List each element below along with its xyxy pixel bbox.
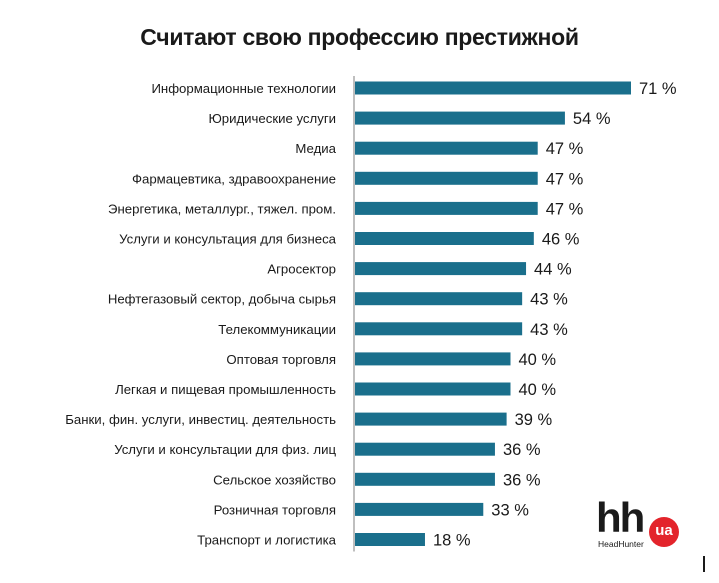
bar [355,352,511,366]
category-label: Банки, фин. услуги, инвестиц. деятельнос… [65,412,336,427]
bar [355,502,484,516]
value-label: 40 % [518,351,556,369]
category-label: Юридические услуги [208,111,336,126]
corner-mark [703,556,705,572]
value-label: 40 % [518,381,556,399]
value-label: 33 % [491,501,529,519]
category-label: Медиа [295,141,336,156]
bar [355,442,495,456]
headhunter-logo: hh ua HeadHunter [596,494,686,550]
bar [355,111,565,125]
bar [355,292,523,306]
category-label: Розничная торговля [214,502,336,517]
logo-main-text: hh [596,494,645,541]
bar [355,322,523,336]
category-label: Услуги и консультации для физ. лиц [114,442,336,457]
value-label: 47 % [546,170,584,188]
category-label: Транспорт и логистика [197,533,337,548]
bar [355,171,538,185]
value-label: 44 % [534,261,572,279]
value-label: 54 % [573,110,611,128]
bar [355,201,538,215]
bar [355,232,534,245]
value-label: 36 % [503,471,541,489]
category-label: Информационные технологии [151,81,336,96]
bar [355,141,538,155]
category-label: Услуги и консультация для бизнеса [119,232,337,247]
category-label: Агросектор [267,262,336,277]
category-label: Легкая и пищевая промышленность [115,382,336,397]
category-label: Энергетика, металлург., тяжел. пром. [108,201,336,216]
category-label: Сельское хозяйство [213,472,336,487]
bar [355,412,507,426]
value-label: 71 % [639,80,677,98]
category-label: Нефтегазовый сектор, добыча сырья [108,292,336,307]
logo-subtext: HeadHunter [598,539,644,549]
bar [355,81,631,95]
bar [355,262,527,276]
value-label: 43 % [530,291,568,309]
value-label: 43 % [530,321,568,339]
bar [355,472,495,486]
logo-badge: ua [649,517,679,547]
value-label: 39 % [515,411,553,429]
bar [355,382,511,396]
bar [355,533,425,546]
chart-title: Считают свою профессию престижной [140,24,579,50]
value-label: 36 % [503,441,541,459]
value-label: 18 % [433,532,471,550]
value-label: 46 % [542,231,580,249]
category-label: Телекоммуникации [218,322,336,337]
value-label: 47 % [546,200,584,218]
category-label: Фармацевтика, здравоохранение [132,171,336,186]
category-label: Оптовая торговля [226,352,336,367]
value-label: 47 % [546,140,584,158]
